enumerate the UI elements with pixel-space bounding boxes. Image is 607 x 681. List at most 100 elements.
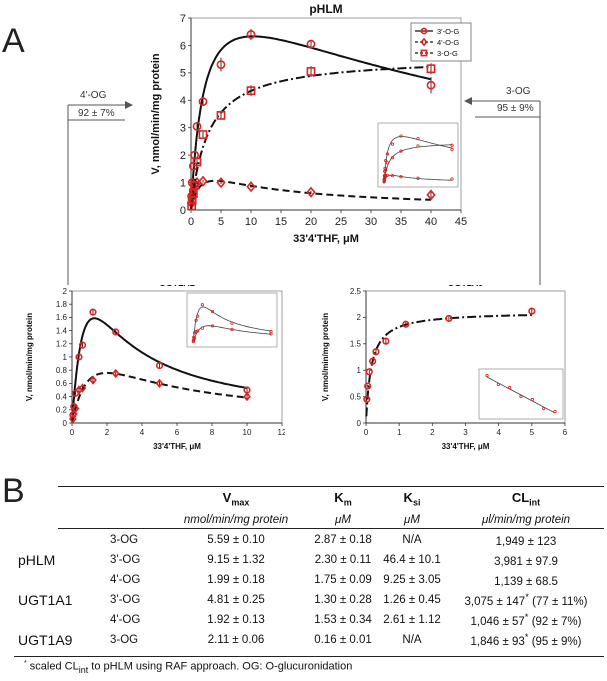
ugt1a9-3-og-point	[372, 348, 380, 356]
phlm-3-o-g-point	[426, 80, 436, 90]
phlm-3-o-g-point	[187, 201, 196, 211]
panel-label-b: B	[2, 472, 25, 510]
phlm-inset-point	[390, 174, 395, 178]
phlm-inset-point	[399, 175, 403, 179]
ugt1a1-3-og-point	[75, 353, 83, 361]
phlm-legend-marker	[420, 49, 428, 57]
ugt1a1-3-og-point	[78, 341, 87, 349]
phlm-y-tick-label: 7	[180, 13, 186, 25]
ugt1a1-4-og-point	[89, 375, 97, 385]
row-clint: 1,949 ± 123	[495, 535, 557, 548]
phlm-3-o-g-point	[246, 30, 256, 39]
phlm-3-o-g-point	[192, 157, 202, 167]
ugt1a9-y-tick-label: 0	[357, 419, 362, 428]
phlm-y-tick-label: 5	[180, 68, 186, 80]
ugt1a9-inset-point	[542, 406, 546, 411]
ugt1a9-x-tick-label: 4	[496, 428, 501, 437]
pathway-arrows	[67, 97, 541, 285]
ugt1a9-inset-box	[478, 368, 564, 420]
table-row: 3-OG 5.59 ± 0.10 2.87 ± 0.18 N/A 1,949 ±…	[14, 530, 604, 550]
phlm-title: pHLM	[309, 2, 342, 16]
ugt1a1-y-tick-label: 1.8	[56, 300, 68, 309]
phlm-3-o-g-point	[188, 189, 198, 198]
ugt1a1-inset-point	[194, 330, 198, 334]
row-vmax: 1.92 ± 0.13	[207, 614, 265, 626]
ugt1a9-3-og-point	[363, 395, 371, 403]
phlm-3-o-g-point	[306, 39, 316, 49]
row-clint: 1,139 ± 68.5	[494, 575, 558, 588]
phlm-3-o-g-point	[306, 67, 316, 76]
ugt1a1-inset-point	[230, 327, 234, 331]
row-vmax: 9.15 ± 1.32	[207, 554, 265, 566]
phlm-inset-point	[382, 180, 386, 184]
row-clint: 3,981 ± 97.9	[494, 555, 558, 568]
phlm-inset-point	[384, 168, 388, 172]
phlm-y-label: V, nmol/min/mg protein	[150, 53, 162, 174]
phlm-x-tick-label: 5	[218, 216, 224, 228]
phlm-inset-point	[390, 142, 395, 146]
phlm-inset-point	[399, 149, 403, 153]
row-metabolite: 3-OG	[110, 634, 139, 646]
ugt1a1-x-tick-label: 2	[105, 428, 110, 437]
row-ksi: 9.25 ± 3.05	[383, 574, 441, 586]
row-km: 1.30 ± 0.28	[314, 594, 372, 606]
row-ksi: 2.61 ± 1.12	[383, 614, 441, 626]
ugt1a1-inset-point	[200, 303, 204, 307]
row-vmax: 2.11 ± 0.06	[207, 634, 265, 646]
row-metabolite: 4'-OG	[110, 614, 141, 626]
row-ksi: N/A	[402, 634, 422, 646]
ugt1a1-inset-point	[196, 329, 200, 333]
header-ksi: Ksi	[403, 490, 421, 508]
ugt1a1-4-og-point	[155, 378, 164, 389]
kinetics-table: Vmax Km Ksi CLint nmol/min/mg protein μM…	[14, 488, 604, 650]
ugt1a9-x-tick-label: 1	[397, 428, 402, 437]
header-vmax: Vmax	[222, 490, 250, 508]
phlm-y-tick-label: 4	[180, 95, 186, 107]
ugt1a9-inset-point	[519, 394, 523, 399]
phlm-y-tick-label: 3	[180, 123, 186, 135]
left-arrow-label: 4'-OG	[80, 90, 107, 101]
table-row: pHLM 3'-OG 9.15 ± 1.32 2.30 ± 0.11 46.4 …	[14, 550, 604, 570]
ugt1a1-3-og-point	[112, 328, 120, 336]
row-km: 1.53 ± 0.34	[314, 614, 372, 626]
left-arrow-head	[125, 101, 133, 109]
table-bottom-rule	[14, 656, 604, 657]
unit-ksi: μM	[404, 514, 420, 526]
row-km: 2.87 ± 0.18	[314, 534, 372, 546]
row-group: UGT1A1	[18, 592, 73, 608]
phlm-3-o-g-point	[190, 180, 199, 190]
ugt1a9-y-tick-label: 0.5	[350, 392, 362, 401]
ugt1a9-inset-point	[496, 382, 500, 387]
chart-ugt1a1: 0 2 4 6 8 10 12 0 0.2 0.4 0.6 0.8 1 1.2 1.4 1.6 1.8 2 UGT1…	[25, 285, 285, 451]
ugt1a1-x-tick-label: 8	[210, 428, 215, 437]
ugt1a1-inset-box	[186, 292, 278, 348]
table-row: 4'-OG 1.92 ± 0.13 1.53 ± 0.34 2.61 ± 1.1…	[14, 610, 604, 630]
ugt1a9-x-tick-label: 3	[463, 428, 468, 437]
phlm-inset-point	[385, 152, 389, 156]
phlm-x-tick-label: 10	[245, 216, 257, 228]
phlm-legend-item: 3'-O-G	[437, 27, 459, 36]
phlm-3-o-g-point	[216, 60, 226, 70]
phlm-3-o-g-point	[216, 110, 226, 120]
table-row: UGT1A9 3-OG 2.11 ± 0.06 0.16 ± 0.01 N/A …	[14, 630, 604, 650]
row-clint: 1,846 ± 93* (95 ± 9%)	[470, 632, 582, 648]
phlm-legend-marker	[420, 37, 428, 47]
row-metabolite: 3-OG	[110, 534, 139, 546]
ugt1a1-3-og-point	[155, 361, 164, 370]
chart-ugt1a9: 0 1 2 3 4 5 6 0 0.5 1 1.5 2 2.5 UGT1A9 33'4'THF, μM V, …	[321, 285, 568, 451]
ugt1a1-x-tick-label: 10	[243, 428, 252, 437]
right-arrow	[464, 97, 541, 285]
ugt1a1-inset-point	[269, 332, 273, 336]
phlm-4-o-g-point	[306, 186, 316, 198]
ugt1a1-x-label: 33'4'THF, μM	[153, 442, 201, 451]
phlm-inset-point	[416, 176, 420, 180]
phlm-legend-item: 4'-O-G	[437, 38, 459, 47]
phlm-x-tick-label: 0	[188, 216, 194, 228]
phlm-inset-point	[390, 156, 395, 160]
phlm-3-o-g-point	[246, 86, 256, 96]
ugt1a1-3-og-point	[89, 308, 97, 316]
ugt1a1-3-og-fit-line	[71, 317, 248, 421]
row-km: 0.16 ± 0.01	[314, 634, 372, 646]
phlm-inset-point	[384, 159, 388, 163]
panel-label-a: A	[2, 22, 25, 60]
